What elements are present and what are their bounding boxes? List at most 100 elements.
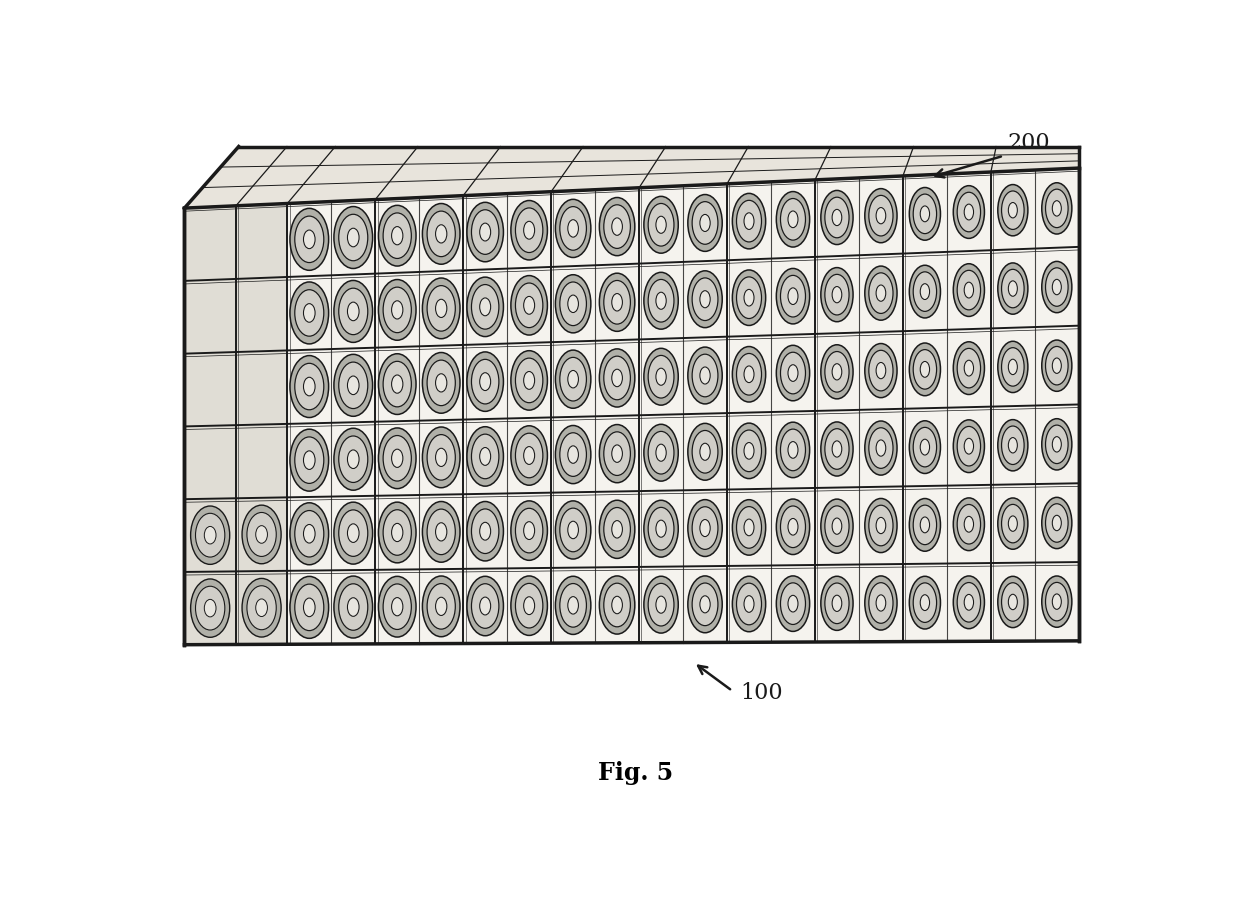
Ellipse shape bbox=[1045, 582, 1068, 621]
Ellipse shape bbox=[247, 512, 277, 556]
Ellipse shape bbox=[744, 213, 754, 229]
Ellipse shape bbox=[604, 356, 630, 400]
Ellipse shape bbox=[467, 352, 503, 412]
Ellipse shape bbox=[954, 341, 985, 394]
Ellipse shape bbox=[467, 426, 503, 486]
Ellipse shape bbox=[965, 594, 973, 610]
Ellipse shape bbox=[787, 519, 799, 535]
Ellipse shape bbox=[699, 519, 711, 537]
Ellipse shape bbox=[649, 432, 675, 474]
Ellipse shape bbox=[692, 430, 718, 473]
Ellipse shape bbox=[599, 500, 635, 559]
Ellipse shape bbox=[688, 194, 722, 251]
Ellipse shape bbox=[480, 373, 491, 391]
Ellipse shape bbox=[347, 598, 360, 616]
Ellipse shape bbox=[435, 597, 446, 615]
Ellipse shape bbox=[737, 200, 761, 242]
Ellipse shape bbox=[423, 427, 460, 488]
Ellipse shape bbox=[559, 282, 587, 326]
Ellipse shape bbox=[649, 204, 675, 247]
Ellipse shape bbox=[656, 368, 666, 385]
Ellipse shape bbox=[427, 583, 455, 629]
Ellipse shape bbox=[787, 288, 799, 305]
Ellipse shape bbox=[378, 353, 417, 415]
Ellipse shape bbox=[744, 595, 754, 613]
Ellipse shape bbox=[957, 426, 981, 466]
Ellipse shape bbox=[392, 449, 403, 467]
Ellipse shape bbox=[290, 282, 329, 344]
Ellipse shape bbox=[255, 526, 268, 543]
Ellipse shape bbox=[378, 205, 417, 266]
Ellipse shape bbox=[644, 272, 678, 330]
Ellipse shape bbox=[649, 355, 675, 398]
Ellipse shape bbox=[556, 350, 590, 408]
Ellipse shape bbox=[1002, 348, 1024, 386]
Ellipse shape bbox=[427, 211, 455, 257]
Ellipse shape bbox=[821, 422, 853, 476]
Ellipse shape bbox=[957, 193, 981, 232]
Ellipse shape bbox=[864, 498, 897, 552]
Ellipse shape bbox=[516, 358, 543, 403]
Ellipse shape bbox=[378, 502, 417, 562]
Ellipse shape bbox=[965, 517, 973, 532]
Ellipse shape bbox=[787, 442, 799, 458]
Ellipse shape bbox=[611, 218, 622, 236]
Ellipse shape bbox=[909, 187, 940, 240]
Ellipse shape bbox=[821, 499, 853, 553]
Ellipse shape bbox=[832, 287, 842, 303]
Ellipse shape bbox=[511, 425, 547, 485]
Ellipse shape bbox=[744, 289, 754, 306]
Ellipse shape bbox=[864, 343, 897, 398]
Ellipse shape bbox=[1008, 516, 1017, 531]
Ellipse shape bbox=[1042, 419, 1071, 470]
Ellipse shape bbox=[559, 509, 587, 551]
Ellipse shape bbox=[435, 448, 446, 467]
Ellipse shape bbox=[737, 430, 761, 472]
Polygon shape bbox=[185, 168, 1079, 645]
Ellipse shape bbox=[290, 355, 329, 417]
Ellipse shape bbox=[556, 501, 590, 559]
Polygon shape bbox=[236, 204, 288, 279]
Ellipse shape bbox=[480, 223, 491, 241]
Ellipse shape bbox=[559, 357, 587, 401]
Ellipse shape bbox=[556, 275, 590, 333]
Ellipse shape bbox=[909, 576, 940, 629]
Ellipse shape bbox=[295, 584, 324, 631]
Ellipse shape bbox=[869, 505, 893, 546]
Ellipse shape bbox=[869, 351, 893, 391]
Ellipse shape bbox=[191, 579, 229, 637]
Polygon shape bbox=[185, 498, 236, 572]
Ellipse shape bbox=[733, 347, 765, 402]
Ellipse shape bbox=[954, 576, 985, 629]
Ellipse shape bbox=[383, 362, 412, 407]
Ellipse shape bbox=[383, 213, 412, 258]
Ellipse shape bbox=[649, 508, 675, 550]
Text: Fig. 5: Fig. 5 bbox=[598, 761, 673, 785]
Ellipse shape bbox=[383, 436, 412, 481]
Ellipse shape bbox=[383, 584, 412, 629]
Polygon shape bbox=[185, 352, 236, 426]
Ellipse shape bbox=[920, 284, 930, 299]
Ellipse shape bbox=[347, 376, 360, 394]
Ellipse shape bbox=[427, 360, 455, 405]
Ellipse shape bbox=[347, 228, 360, 247]
Ellipse shape bbox=[1002, 269, 1024, 308]
Ellipse shape bbox=[611, 294, 622, 311]
Ellipse shape bbox=[423, 501, 460, 562]
Text: 100: 100 bbox=[740, 682, 782, 704]
Ellipse shape bbox=[568, 446, 578, 463]
Polygon shape bbox=[236, 571, 288, 645]
Ellipse shape bbox=[604, 583, 630, 627]
Ellipse shape bbox=[383, 509, 412, 555]
Ellipse shape bbox=[733, 576, 765, 632]
Ellipse shape bbox=[1042, 498, 1071, 549]
Ellipse shape bbox=[832, 595, 842, 612]
Ellipse shape bbox=[334, 428, 372, 490]
Ellipse shape bbox=[688, 347, 722, 404]
Ellipse shape bbox=[1002, 191, 1024, 229]
Ellipse shape bbox=[378, 576, 417, 637]
Ellipse shape bbox=[511, 201, 547, 260]
Ellipse shape bbox=[1053, 515, 1061, 530]
Ellipse shape bbox=[242, 579, 281, 637]
Ellipse shape bbox=[1042, 340, 1071, 392]
